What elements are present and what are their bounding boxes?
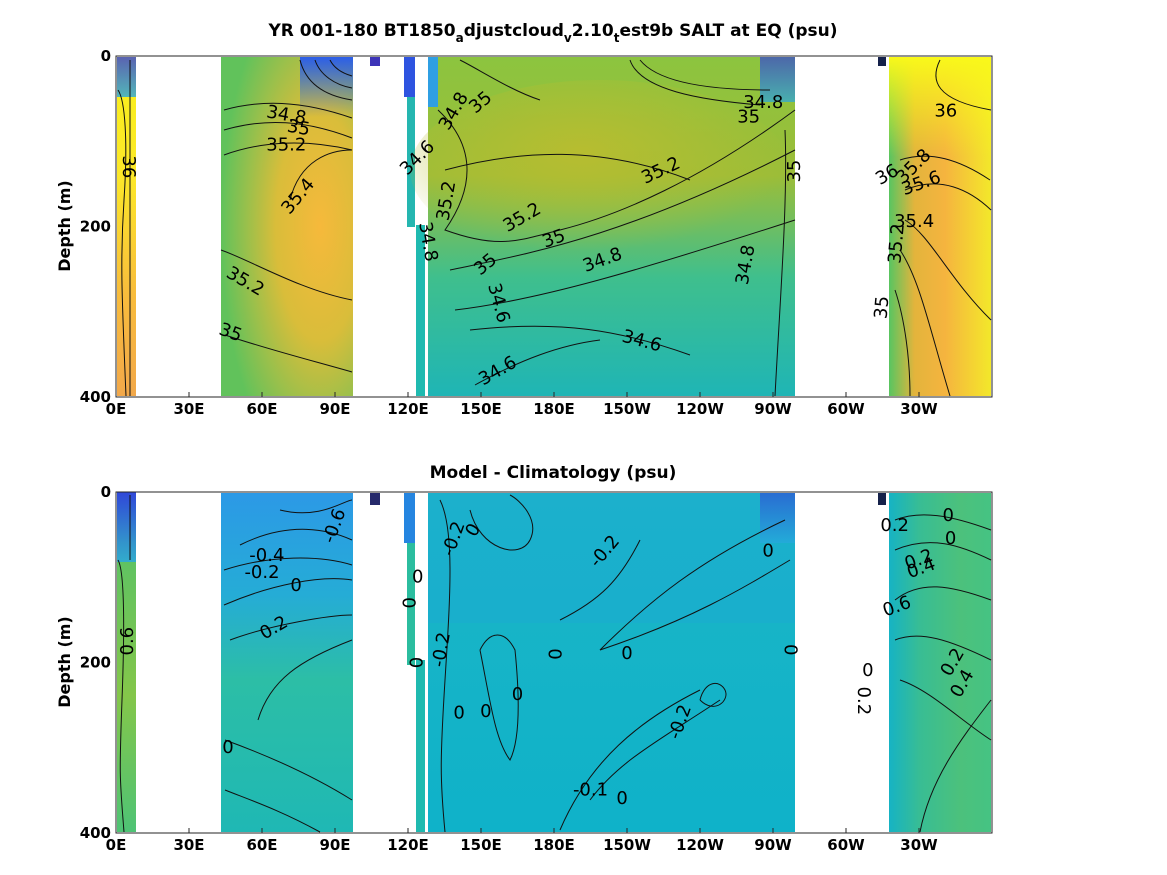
- difference-contour-label: 0: [545, 648, 566, 659]
- difference-x-tick-label: 180E: [533, 836, 575, 854]
- difference-contour-label: -0.2: [244, 562, 279, 583]
- difference-title: Model - Climatology (psu): [430, 463, 677, 483]
- difference-contour-label: 0.2: [853, 687, 874, 716]
- salt-x-ticks: 0E 30E 60E 90E 120E 150E 180E 150W 120W 90W 60W 30W: [106, 392, 938, 418]
- difference-x-tick-label: 120E: [387, 836, 429, 854]
- salt-x-tick-label: 90W: [754, 400, 792, 418]
- salt-y-tick-label: 0: [101, 47, 111, 65]
- difference-x-tick-label: 90W: [754, 836, 792, 854]
- difference-contour-label: 0: [399, 597, 420, 608]
- salt-x-tick-label: 180E: [533, 400, 575, 418]
- salt-x-tick-label: 30E: [173, 400, 204, 418]
- salt-contour-label: 35: [784, 160, 805, 183]
- difference-x-ticks: 0E 30E 60E 90E 120E 150E 180E 150W 120W 90W 60W 30W: [106, 828, 938, 854]
- difference-y-tick-label: 200: [80, 654, 111, 672]
- difference-contour-label: 0: [762, 541, 773, 562]
- difference-x-tick-label: 60E: [246, 836, 277, 854]
- salt-x-tick-label: 120W: [676, 400, 724, 418]
- difference-contours: [117, 494, 992, 833]
- difference-y-tick-label: 0: [101, 483, 111, 501]
- field-indian-ocean: [221, 493, 353, 832]
- difference-x-tick-label: 30E: [173, 836, 204, 854]
- difference-contour-label: 0: [480, 701, 491, 722]
- salt-y-tick-label: 400: [80, 388, 111, 406]
- salt-contour-label: 35: [871, 295, 894, 320]
- salt-contour-label: 35: [285, 116, 311, 141]
- field-indonesia-bit: [370, 57, 380, 66]
- salt-contour-label: 35: [737, 106, 760, 127]
- difference-contour-label: 0: [453, 703, 464, 724]
- salt-contour-label: 35.2: [884, 223, 908, 265]
- difference-contour-label: 0: [222, 737, 233, 758]
- salt-x-tick-label: 60E: [246, 400, 277, 418]
- salt-contour-label: 35.2: [266, 135, 306, 156]
- salt-title: YR 001-180 BT1850adjustcloudv2.10test9b …: [267, 21, 837, 45]
- difference-contour-label: 0: [862, 660, 873, 681]
- difference-contour-label: 0: [621, 643, 632, 664]
- difference-x-tick-label: 90E: [319, 836, 350, 854]
- salt-contours: [117, 59, 992, 397]
- difference-contour-label: 0: [616, 788, 627, 809]
- salt-contour-label: 36: [934, 100, 957, 121]
- difference-y-tick-label: 400: [80, 824, 111, 842]
- salt-panel: 3634.83535.235.435.23534.634.83535.234.8…: [55, 21, 993, 418]
- salt-y-tick-label: 200: [80, 218, 111, 236]
- difference-x-tick-label: 60W: [827, 836, 865, 854]
- difference-contour-label: -0.4: [249, 545, 284, 566]
- difference-x-tick-label: 150W: [603, 836, 651, 854]
- field-indonesia-bit: [370, 493, 380, 505]
- difference-contour-label: -0.1: [573, 779, 608, 800]
- difference-y-ticks: 0 200 400: [80, 483, 111, 842]
- salt-x-tick-label: 150W: [603, 400, 651, 418]
- salt-ylabel: Depth (m): [55, 180, 74, 272]
- difference-contour-label: 0: [945, 528, 956, 549]
- difference-x-tick-label: 120W: [676, 836, 724, 854]
- difference-x-tick-label: 150E: [460, 836, 502, 854]
- difference-contour-label: 0: [290, 575, 301, 596]
- difference-contour-label: 0: [942, 505, 953, 526]
- salt-contour-label: 35.4: [894, 211, 934, 232]
- salt-x-tick-label: 120E: [387, 400, 429, 418]
- difference-x-tick-label: 0E: [106, 836, 127, 854]
- difference-contour-label: 0: [781, 644, 802, 655]
- salt-x-tick-label: 90E: [319, 400, 350, 418]
- salt-y-ticks: 0 200 400: [80, 47, 111, 406]
- salt-contour-label: 34.8: [743, 92, 783, 113]
- difference-contour-label: 0.6: [117, 627, 138, 656]
- salt-x-tick-label: 150E: [460, 400, 502, 418]
- difference-contour-label: 0: [412, 566, 423, 587]
- difference-contour-label: 0: [407, 657, 428, 668]
- difference-contour-label: 0.2: [880, 515, 909, 536]
- salt-contour-label: 36: [118, 155, 139, 178]
- salt-x-tick-label: 0E: [106, 400, 127, 418]
- difference-x-tick-label: 30W: [900, 836, 938, 854]
- difference-contour-label: 0: [512, 684, 523, 705]
- salt-x-tick-label: 30W: [900, 400, 938, 418]
- difference-ylabel: Depth (m): [55, 616, 74, 708]
- field-west-strip: [117, 57, 136, 396]
- salt-x-tick-label: 60W: [827, 400, 865, 418]
